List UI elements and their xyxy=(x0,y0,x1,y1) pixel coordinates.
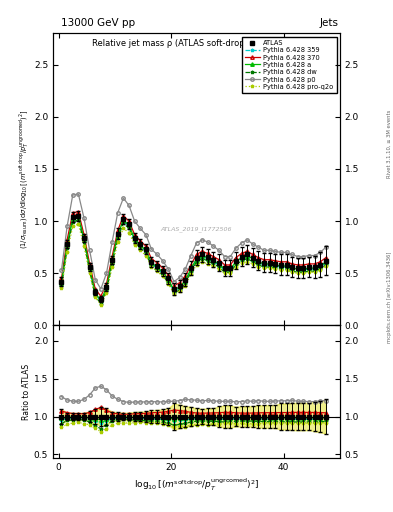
Y-axis label: Ratio to ATLAS: Ratio to ATLAS xyxy=(22,364,31,420)
Y-axis label: $(1/\sigma_{\rm resum})\,{\rm d}\sigma/{\rm d}\log_{10}[(m^{\rm soft\,drop}/p_T^: $(1/\sigma_{\rm resum})\,{\rm d}\sigma/{… xyxy=(18,110,31,249)
Legend: ATLAS, Pythia 6.428 359, Pythia 6.428 370, Pythia 6.428 a, Pythia 6.428 dw, Pyth: ATLAS, Pythia 6.428 359, Pythia 6.428 37… xyxy=(242,37,337,93)
Text: 13000 GeV pp: 13000 GeV pp xyxy=(61,18,135,28)
Text: Rivet 3.1.10, ≥ 3M events: Rivet 3.1.10, ≥ 3M events xyxy=(387,109,391,178)
Text: Jets: Jets xyxy=(320,18,339,28)
Text: ATLAS_2019_I1772506: ATLAS_2019_I1772506 xyxy=(161,226,232,232)
Text: Relative jet mass ρ (ATLAS soft-drop observables): Relative jet mass ρ (ATLAS soft-drop obs… xyxy=(92,39,301,48)
X-axis label: $\log_{10}[(m^{\rm soft\,drop}/p_T^{\rm ungroomed})^2]$: $\log_{10}[(m^{\rm soft\,drop}/p_T^{\rm … xyxy=(134,476,259,493)
Text: mcplots.cern.ch [arXiv:1306.3436]: mcplots.cern.ch [arXiv:1306.3436] xyxy=(387,251,391,343)
